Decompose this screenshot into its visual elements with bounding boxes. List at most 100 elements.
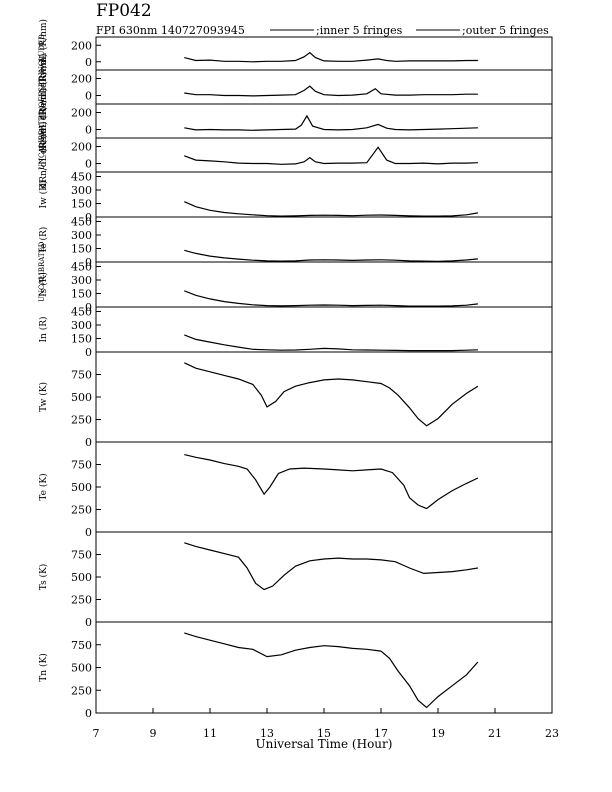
series-line [184,51,478,63]
series-line [184,146,478,165]
y-tick-label: 450 [71,261,92,274]
y-tick-label: 0 [85,346,92,359]
y-tick-label: 500 [71,571,92,584]
panel-frame [95,621,553,714]
y-tick-label: 0 [85,158,92,171]
y-tick-label: 0 [85,616,92,629]
series-line [184,362,479,427]
y-tick-label: 750 [71,459,92,472]
x-axis: 7 9 11 13 15 17 19 21 23 [93,708,559,740]
y-tick-label: 150 [71,198,92,211]
y-axis-label: Ts (K) [38,564,49,591]
panel-frame [95,216,553,263]
panel-2: 200 0 dRs/dL (R/nm) [38,88,553,154]
x-tick-label: 17 [374,727,388,740]
y-tick-label: 750 [71,549,92,562]
x-tick-label: 9 [150,727,157,740]
y-tick-label: 150 [71,243,92,256]
x-tick-label: 23 [545,727,559,740]
series-line [184,632,479,709]
panel-frame [95,261,553,308]
y-axis-label: Tn (K) [38,653,49,681]
y-tick-label: 0 [85,90,92,103]
series-line [184,249,478,262]
y-tick-label: 250 [71,504,92,517]
series-line [184,85,478,97]
y-tick-label: 300 [71,319,92,332]
series-line [184,454,479,510]
x-tick-label: 13 [260,727,274,740]
x-tick-label: 19 [431,727,445,740]
panels-group: 200 0 dRw/dL (R/nm) 200 0 dRe/dL (R/nm) 200 0 dR… [38,19,553,720]
panel-frame [95,531,553,623]
y-tick-label: 500 [71,481,92,494]
y-axis-label: Te (K) [38,473,49,500]
y-tick-label: 200 [71,107,92,120]
panel-8: 750 500 250 0 Tw (K) [38,351,553,449]
y-tick-label: 300 [71,229,92,242]
y-tick-label: 200 [71,141,92,154]
y-tick-label: 450 [71,306,92,319]
y-tick-label: 0 [85,526,92,539]
x-tick-label: 21 [488,727,502,740]
y-tick-label: 500 [71,662,92,675]
panel-frame [95,306,553,353]
x-axis-label: Universal Time (Hour) [256,737,393,751]
y-tick-label: 200 [71,73,92,86]
panel-1: 200 0 dRe/dL (R/nm) [38,54,553,121]
y-axis-label: In (R) [38,316,49,342]
panel-frame [95,103,553,139]
y-tick-label: 150 [71,288,92,301]
y-tick-label: 0 [85,211,92,224]
x-tick-label: 7 [93,727,100,740]
series-line [184,290,478,307]
panel-frame [95,441,553,533]
side-label-offset: UNCALIBRATED/OFFSET INCLUDED [38,34,46,170]
y-axis-label: dRs/dL (R/nm) [38,88,49,154]
series-line [184,334,478,352]
y-tick-label: 0 [85,256,92,269]
figure-subtitle: FPI 630nm 140727093945 [96,24,245,37]
x-tick-label: 11 [203,727,217,740]
y-tick-label: 0 [85,301,92,314]
panel-frame [95,137,553,173]
y-tick-label: 750 [71,639,92,652]
y-axis-label: Tw (K) [38,382,49,412]
y-axis-label: Ie (R) [38,227,49,253]
panel-frame [95,69,553,105]
y-axis-label: dRe/dL (R/nm) [38,54,49,121]
panel-frame [95,351,553,443]
panel-10: 750 500 250 0 Ts (K) [38,531,553,629]
y-axis-label: Iw (R) [38,181,49,209]
y-axis-label: dRw/dL (R/nm) [38,19,49,88]
y-axis-label: dRn/dL (R/nm) [38,121,49,188]
series-line [184,542,478,591]
series-line [184,201,478,217]
panel-11: 750 500 250 0 Tn (K) [38,621,553,720]
y-tick-label: 0 [85,124,92,137]
y-tick-label: 200 [71,39,92,52]
y-tick-label: 250 [71,684,92,697]
panel-3: 200 0 dRn/dL (R/nm) [38,121,553,189]
y-axis-label: Is (R) [38,272,49,297]
figure-title: FP042 [96,1,152,21]
y-tick-label: 0 [85,707,92,720]
y-tick-label: 450 [71,171,92,184]
y-tick-label: 500 [71,391,92,404]
y-tick-label: 0 [85,56,92,69]
y-tick-label: 250 [71,594,92,607]
series-line [184,114,478,131]
y-tick-label: 300 [71,184,92,197]
y-tick-label: 250 [71,414,92,427]
y-tick-label: 300 [71,274,92,287]
x-tick-label: 15 [317,727,331,740]
legend-outer-label: ;outer 5 fringes [462,24,549,37]
side-label-uncalibrated: UNCALIBRATED [38,241,46,302]
panel-frame [95,171,553,218]
panel-9: 750 500 250 0 Te (K) [38,441,553,539]
